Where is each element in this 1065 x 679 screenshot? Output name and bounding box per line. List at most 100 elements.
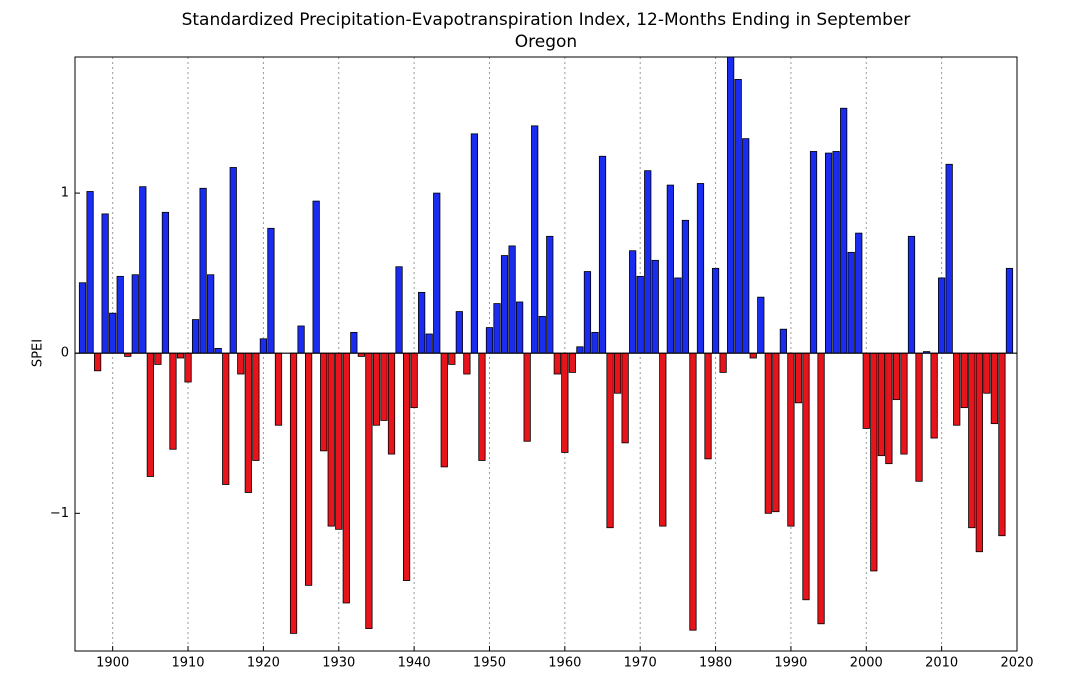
x-tick-label: 1930 <box>322 656 355 671</box>
bar <box>892 352 901 401</box>
bar <box>666 184 674 354</box>
bar <box>727 56 735 354</box>
bar <box>802 352 810 601</box>
bar <box>139 186 147 354</box>
bar <box>757 296 765 354</box>
bar <box>259 338 268 354</box>
bar <box>78 282 87 354</box>
bar <box>696 183 705 354</box>
bar <box>659 352 667 527</box>
bar <box>674 277 682 354</box>
bar <box>463 352 471 375</box>
bar <box>433 192 441 354</box>
bar <box>568 352 576 373</box>
bar <box>372 352 381 426</box>
bar <box>222 352 230 485</box>
bar <box>176 352 185 359</box>
bar <box>131 274 139 354</box>
bar <box>410 352 418 409</box>
bar <box>335 352 343 530</box>
bar <box>990 352 998 425</box>
bar <box>945 163 953 354</box>
bar <box>779 328 787 354</box>
bar <box>817 352 825 625</box>
bar <box>500 255 509 354</box>
bar <box>613 352 622 394</box>
bar <box>342 352 350 604</box>
bar <box>877 352 885 457</box>
x-tick-label: 1960 <box>548 656 581 671</box>
bar <box>975 352 983 553</box>
bar <box>538 315 546 354</box>
x-tick-label: 2020 <box>1000 656 1033 671</box>
bar <box>809 151 818 354</box>
bar <box>229 167 237 354</box>
bar <box>629 250 637 354</box>
bar <box>583 271 592 354</box>
bar <box>704 352 712 460</box>
bar <box>184 352 192 383</box>
bar <box>824 152 833 354</box>
bar <box>327 352 335 527</box>
x-tick-label: 2000 <box>850 656 883 671</box>
x-tick-label: 1950 <box>473 656 506 671</box>
bar <box>191 319 200 354</box>
bar <box>840 107 848 354</box>
bar <box>621 352 629 444</box>
x-tick-label: 2010 <box>925 656 958 671</box>
bar <box>146 352 154 477</box>
bar <box>297 325 305 354</box>
bar <box>169 352 177 450</box>
bar <box>425 333 433 354</box>
bar <box>764 352 772 514</box>
bar <box>350 331 358 354</box>
bar <box>915 352 923 482</box>
bar <box>862 352 870 429</box>
bar <box>606 352 614 529</box>
bar <box>885 352 893 465</box>
y-axis-label: SPEI <box>31 339 46 367</box>
bar <box>742 138 750 354</box>
bar <box>711 267 720 354</box>
bar <box>109 312 117 354</box>
bar <box>508 245 516 354</box>
bar <box>553 352 561 375</box>
bar <box>960 352 968 409</box>
bar <box>832 151 840 354</box>
bar <box>644 170 652 354</box>
bar <box>402 352 411 581</box>
x-tick-label: 1900 <box>96 656 129 671</box>
bar <box>576 346 584 354</box>
bar <box>591 331 599 354</box>
bar <box>787 352 795 527</box>
bar <box>953 352 961 426</box>
bar <box>94 352 102 372</box>
bar <box>161 211 170 354</box>
bar <box>116 275 124 354</box>
bar <box>531 125 539 354</box>
x-tick-label: 1990 <box>774 656 807 671</box>
bar <box>734 79 742 354</box>
bar <box>870 352 878 572</box>
bar <box>312 200 320 354</box>
bar <box>689 352 697 631</box>
bar <box>448 352 456 365</box>
bar <box>772 352 780 513</box>
bar <box>493 303 501 354</box>
bar <box>154 352 162 365</box>
bar <box>855 232 863 354</box>
bar <box>546 235 554 354</box>
bar <box>244 352 252 493</box>
bar <box>998 352 1006 537</box>
bar <box>749 352 757 359</box>
bar <box>199 187 207 354</box>
bar <box>380 352 388 421</box>
bar <box>237 352 245 375</box>
bar <box>907 235 916 354</box>
bar <box>651 259 659 354</box>
bar <box>1005 267 1014 354</box>
bar <box>719 352 727 373</box>
bar <box>395 266 403 354</box>
chart-subtitle: Oregon <box>515 32 577 52</box>
bar <box>207 274 215 354</box>
